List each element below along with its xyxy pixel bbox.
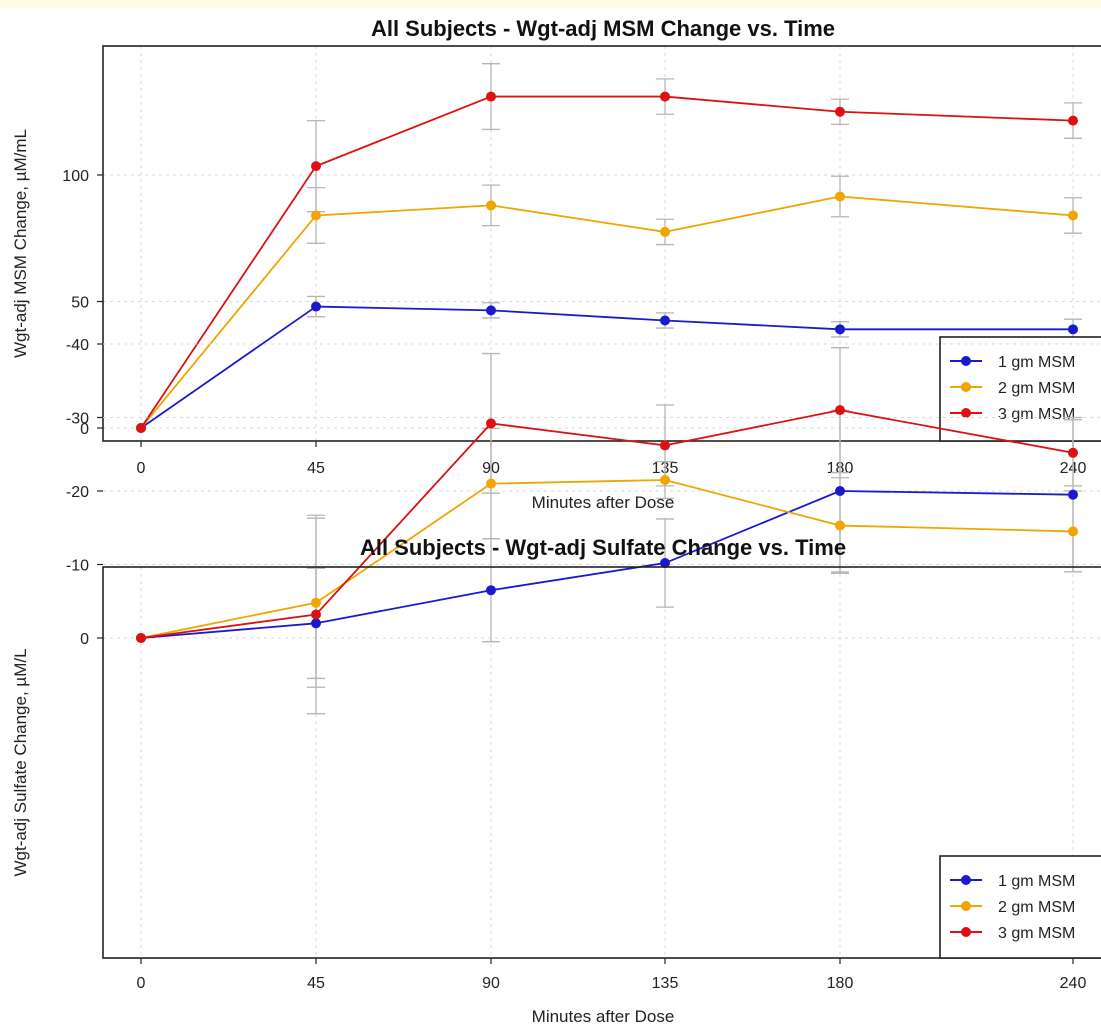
data-point — [660, 440, 670, 451]
legend-item: 1 gm MSM — [950, 873, 1075, 890]
legend-label: 1 gm MSM — [998, 354, 1075, 371]
plot-area — [103, 46, 1101, 441]
legend-box — [939, 336, 1101, 442]
plot-border — [102, 566, 1101, 959]
data-point — [486, 91, 496, 102]
series-line-3 — [140, 95, 1074, 429]
x-tick-label: 0 — [137, 975, 146, 992]
data-point — [1068, 324, 1078, 335]
x-axis-label: Minutes after Dose — [532, 493, 675, 512]
data-point — [1068, 489, 1078, 500]
data-point — [660, 91, 670, 102]
legend-swatch-point — [961, 408, 971, 418]
legend-swatch-point — [961, 875, 971, 885]
y-tick-label: 0 — [80, 421, 89, 438]
top-band — [0, 0, 1101, 8]
data-point — [311, 161, 321, 172]
y-tick-label: -10 — [66, 558, 89, 575]
legend-label: 2 gm MSM — [998, 899, 1075, 916]
x-tick-label: 135 — [652, 975, 679, 992]
data-point — [835, 191, 845, 202]
x-tick-label: 240 — [1060, 975, 1087, 992]
series-line-2 — [140, 195, 1074, 429]
legend-item: 1 gm MSM — [950, 354, 1075, 371]
legend-label: 1 gm MSM — [998, 873, 1075, 890]
data-point — [1068, 210, 1078, 221]
data-point — [311, 597, 321, 608]
data-point — [660, 474, 670, 485]
x-tick-label: 0 — [137, 460, 146, 477]
data-point — [311, 301, 321, 312]
data-point — [311, 210, 321, 221]
legend-label: 2 gm MSM — [998, 380, 1075, 397]
series-line-1 — [140, 305, 1073, 429]
data-point — [835, 106, 845, 117]
chart-panel-2: -40 -30 -20 -10 0 0 45 90 135 180 240 All Subjects … — [11, 337, 1101, 1026]
data-point — [835, 324, 845, 335]
data-point — [660, 315, 670, 326]
data-point — [311, 609, 321, 620]
chart-title: All Subjects - Wgt-adj Sulfate Change vs… — [360, 535, 846, 560]
plot-border — [102, 45, 1101, 442]
x-tick-label: 45 — [307, 460, 325, 477]
series-line-3 — [140, 409, 1074, 639]
y-tick-label: 0 — [80, 631, 89, 648]
data-point — [1068, 447, 1078, 458]
y-axis-label: Wgt-adj MSM Change, µM/mL — [11, 129, 30, 358]
legend-swatch-point — [961, 382, 971, 392]
legend-label: 3 gm MSM — [998, 406, 1075, 423]
y-tick-label: -30 — [66, 411, 89, 428]
legend-label: 3 gm MSM — [998, 925, 1075, 942]
data-point — [835, 486, 845, 496]
plot-area — [103, 567, 1101, 958]
chart-title: All Subjects - Wgt-adj MSM Change vs. Ti… — [371, 16, 835, 41]
y-tick-label: 100 — [62, 168, 89, 185]
x-axis-label: Minutes after Dose — [532, 1007, 675, 1026]
data-point — [486, 585, 496, 596]
data-point — [486, 200, 496, 211]
data-point — [486, 305, 496, 316]
data-point — [835, 405, 845, 416]
data-point — [660, 558, 670, 569]
data-point — [660, 226, 670, 237]
data-point — [835, 520, 845, 531]
legend-swatch-point — [961, 901, 971, 911]
legend-item: 2 gm MSM — [950, 899, 1075, 916]
data-point — [486, 478, 496, 489]
x-tick-label: 90 — [482, 975, 500, 992]
legend-item: 2 gm MSM — [950, 380, 1075, 397]
data-point — [486, 418, 496, 429]
data-point — [1068, 115, 1078, 126]
data-point — [1068, 526, 1078, 537]
legend-swatch-point — [961, 356, 971, 366]
x-tick-label: 180 — [827, 975, 854, 992]
series-line-2 — [140, 479, 1074, 639]
legend: 1 gm MSM 2 gm MSM 3 gm MSM — [939, 855, 1101, 959]
legend: 1 gm MSM 2 gm MSM 3 gm MSM — [939, 336, 1101, 442]
data-point — [136, 633, 146, 643]
legend-item: 3 gm MSM — [950, 925, 1075, 942]
y-tick-label: -40 — [66, 337, 89, 354]
y-tick-label: 50 — [71, 295, 89, 312]
data-point — [136, 423, 146, 433]
data-point — [311, 618, 321, 629]
legend-swatch-point — [961, 927, 971, 937]
y-tick-label: -20 — [66, 484, 89, 501]
series-line-1 — [140, 490, 1074, 639]
legend-item: 3 gm MSM — [950, 406, 1075, 423]
y-axis-label: Wgt-adj Sulfate Change, µM/L — [11, 648, 30, 876]
x-tick-label: 45 — [307, 975, 325, 992]
